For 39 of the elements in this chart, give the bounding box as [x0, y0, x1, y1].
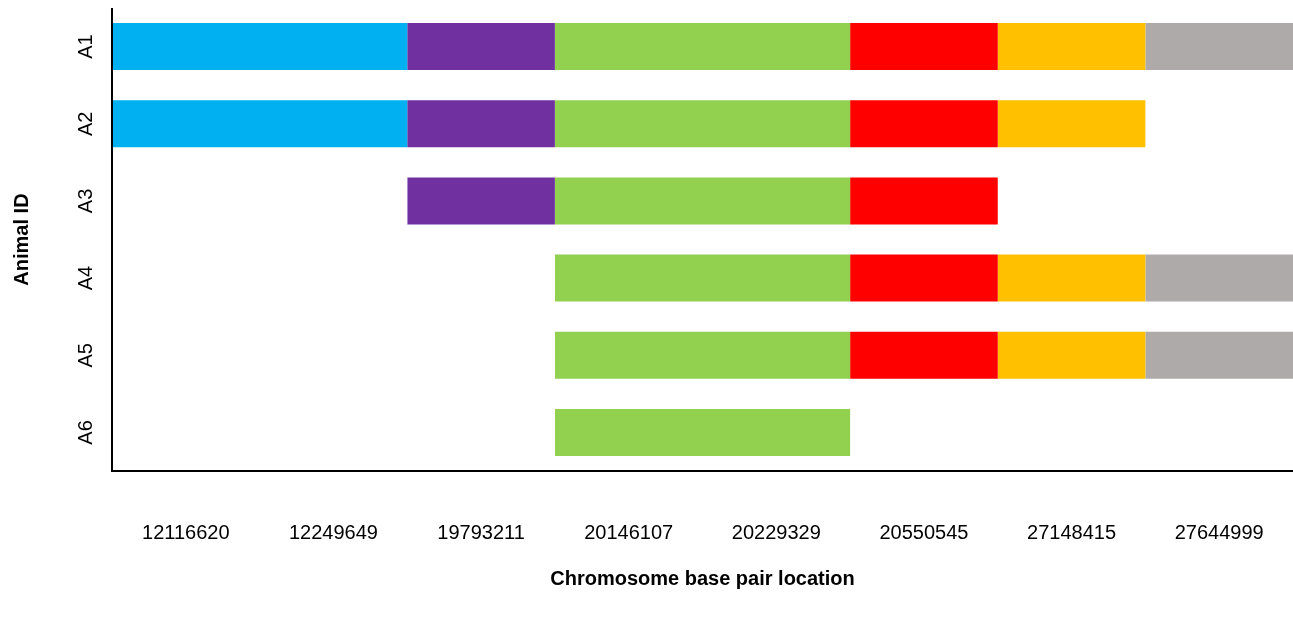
bar [407, 177, 555, 225]
bar [1145, 23, 1293, 71]
text: 12116620 [142, 520, 230, 543]
bar [112, 23, 408, 71]
text: 27148415 [1027, 520, 1117, 543]
bar [112, 100, 408, 148]
bar [850, 254, 998, 302]
bar [997, 23, 1146, 71]
x-axis-title: Chromosome base pair location [550, 566, 855, 589]
y-tick-label: A5 [73, 343, 96, 368]
bar [1145, 254, 1293, 302]
bar [554, 254, 851, 302]
y-tick-label: A6 [73, 420, 96, 445]
text: 20229329 [731, 520, 821, 543]
text: 19793211 [437, 520, 525, 543]
bar [554, 177, 851, 225]
y-axis-title: Animal ID [9, 193, 32, 286]
bar [554, 23, 851, 71]
text: 20550545 [879, 520, 969, 543]
bar [997, 100, 1146, 148]
bar [850, 331, 998, 379]
y-tick-label: A2 [73, 111, 96, 136]
bar [997, 254, 1146, 302]
bar [407, 23, 555, 71]
y-tick-label: A3 [73, 188, 96, 214]
text: 27644999 [1174, 520, 1264, 543]
bar [407, 100, 555, 148]
bar [850, 23, 998, 71]
text: 12249649 [288, 520, 378, 543]
y-tick-label: A1 [73, 34, 96, 59]
bar [554, 100, 851, 148]
text: 20146107 [584, 520, 674, 543]
bar [850, 177, 998, 225]
bar [554, 408, 851, 456]
bar [554, 331, 851, 379]
bar [997, 331, 1146, 379]
y-tick-label: A4 [73, 265, 96, 291]
bar [850, 100, 998, 148]
bar [1145, 331, 1293, 379]
